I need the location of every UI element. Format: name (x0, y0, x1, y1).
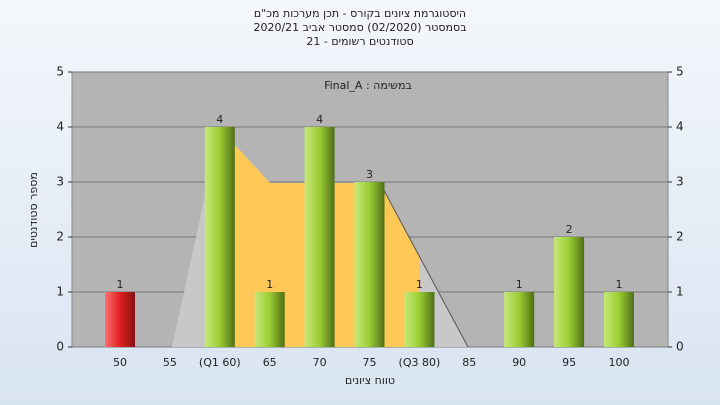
y-tick-label: 2 (56, 230, 64, 244)
bar (604, 292, 634, 347)
bar (105, 292, 135, 347)
value-label: 4 (216, 113, 223, 126)
bar (204, 127, 235, 347)
y-tick-label: 1 (56, 285, 64, 299)
x-tick-label: 50 (113, 356, 127, 369)
x-tick-label: 90 (512, 356, 526, 369)
y-tick-label: 0 (56, 340, 64, 354)
x-tick-label: 70 (313, 356, 327, 369)
y2-tick-label: 3 (676, 175, 684, 189)
value-label: 1 (117, 278, 124, 291)
y-axis-label: מספר סטודנטים (27, 172, 40, 248)
x-tick-label: (Q1 60) (199, 356, 241, 369)
y2-tick-label: 5 (676, 65, 684, 79)
y-tick-label: 4 (56, 120, 64, 134)
y2-tick-label: 4 (676, 120, 684, 134)
value-label: 1 (616, 278, 623, 291)
y-tick-label: 5 (56, 65, 64, 79)
x-tick-label: 65 (263, 356, 277, 369)
value-label: 1 (416, 278, 423, 291)
x-tick-label: 75 (363, 356, 377, 369)
bar (254, 292, 285, 347)
value-label: 3 (366, 168, 373, 181)
distribution-edge (379, 182, 469, 348)
annotation: במשימה : Final_A (324, 79, 412, 92)
x-tick-label: (Q3 80) (399, 356, 441, 369)
x-tick-label: 95 (562, 356, 576, 369)
x-tick-label: 85 (462, 356, 476, 369)
x-tick-label: 100 (609, 356, 630, 369)
value-label: 1 (516, 278, 523, 291)
y2-tick-label: 2 (676, 230, 684, 244)
value-label: 1 (266, 278, 273, 291)
bar (354, 182, 385, 347)
bar (554, 237, 585, 347)
y2-tick-label: 0 (676, 340, 684, 354)
title-line: היסטוגרמת ציונים בקורס - תכן מערכות מכ"ם (254, 7, 466, 20)
bar (404, 292, 435, 347)
bar (304, 127, 335, 347)
y2-tick-label: 1 (676, 285, 684, 299)
x-tick-label: 55 (163, 356, 177, 369)
y-tick-label: 3 (56, 175, 64, 189)
title-line: סטודנטים רשומים - 21 (306, 35, 413, 48)
bar (504, 292, 535, 347)
x-axis-label: טווח ציונים (345, 374, 395, 387)
title-line: בסמסטר (02/2020) סמסטר אביב 2020/21 (253, 21, 466, 34)
value-label: 2 (566, 223, 573, 236)
value-label: 4 (316, 113, 323, 126)
